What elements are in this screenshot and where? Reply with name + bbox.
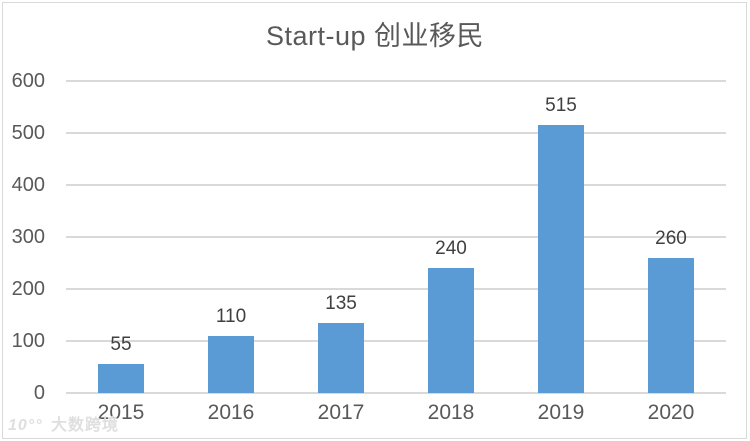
x-tick-label-2015: 2015: [97, 401, 145, 424]
gridline-100: [66, 340, 726, 342]
y-tick-label-600: 600: [11, 70, 45, 92]
gridline-0: [66, 392, 726, 394]
y-tick-label-0: 0: [33, 382, 45, 404]
bar-2019: [538, 125, 584, 393]
bar-value-label-2016: 110: [215, 305, 247, 327]
bar-2015: [98, 364, 144, 393]
x-tick-label-2018: 2018: [427, 401, 475, 424]
x-tick-label-2016: 2016: [207, 401, 255, 424]
y-axis: 0 100 200 300 400 500 600: [0, 70, 45, 404]
x-axis: 2015 2016 2017 2018 2019 2020: [66, 400, 726, 426]
bar-value-label-2018: 240: [435, 238, 467, 260]
gridline-200: [66, 288, 726, 290]
y-tick-label-100: 100: [11, 330, 45, 352]
watermark-text: 大数跨境: [51, 417, 120, 434]
y-tick-label-400: 400: [11, 174, 45, 196]
bar-2018: [428, 268, 474, 393]
y-tick-label-200: 200: [11, 278, 45, 300]
x-tick-label-2017: 2017: [317, 401, 365, 424]
y-tick-label-500: 500: [11, 122, 45, 144]
watermark: 10°° 大数跨境: [8, 411, 119, 435]
chart-title: Start-up 创业移民: [265, 21, 485, 51]
bar-2020: [648, 257, 694, 393]
y-tick-label-300: 300: [11, 226, 45, 248]
gridline-500: [66, 132, 726, 134]
bar-value-label-2019: 515: [545, 95, 577, 117]
bar-value-label-2015: 55: [110, 334, 132, 356]
plot-area: 55 110 135 240 515 260: [66, 80, 726, 394]
x-tick-label-2020: 2020: [647, 401, 695, 424]
bar-value-label-2017: 135: [325, 292, 357, 314]
x-tick-label-2019: 2019: [537, 401, 585, 424]
bar-2016: [208, 335, 254, 393]
bar-2017: [318, 322, 364, 393]
gridline-400: [66, 184, 726, 186]
bar-value-label-2020: 260: [655, 227, 687, 249]
gridline-300: [66, 236, 726, 238]
gridline-600: [66, 80, 726, 82]
watermark-logo-icon: 10°°: [8, 417, 43, 434]
